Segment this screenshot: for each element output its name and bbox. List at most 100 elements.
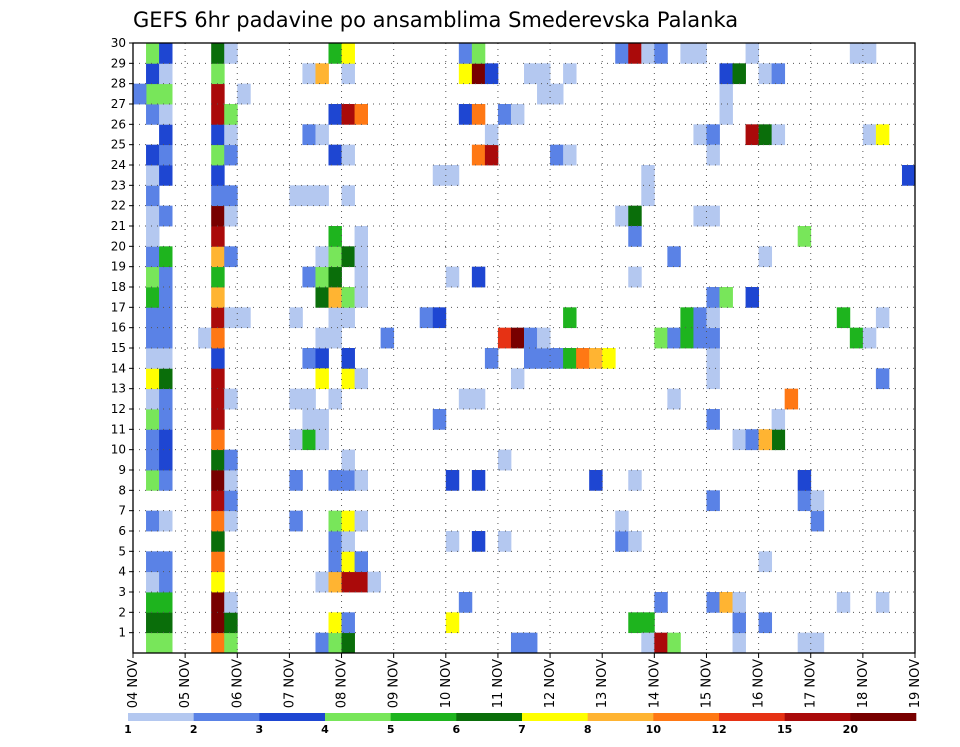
- precip-cell: [341, 63, 355, 85]
- precip-cell: [315, 429, 329, 451]
- precip-cell: [380, 327, 395, 349]
- precip-cell: [497, 449, 512, 471]
- precip-cell: [211, 571, 225, 593]
- precip-cell: [198, 327, 212, 349]
- precip-cell: [159, 612, 173, 634]
- precip-cell: [628, 531, 642, 552]
- precip-cell: [419, 307, 434, 329]
- precip-cell: [471, 531, 486, 552]
- precip-cell: [732, 592, 746, 613]
- precip-cell: [159, 449, 173, 471]
- precip-cell: [211, 246, 225, 268]
- precip-cell: [719, 83, 733, 105]
- precip-cell: [693, 327, 707, 349]
- precip-cell: [628, 226, 642, 247]
- precip-cell: [758, 612, 773, 634]
- precip-cell: [771, 409, 786, 430]
- precip-cell: [693, 124, 707, 146]
- x-tick-label: 19 NOV: [908, 659, 923, 708]
- precip-cell: [146, 205, 160, 227]
- precip-cell: [471, 470, 486, 491]
- precip-cell: [146, 165, 160, 186]
- precip-cell: [654, 43, 668, 64]
- precip-cell: [524, 63, 538, 85]
- precip-cell: [680, 43, 694, 64]
- precip-cell: [550, 144, 564, 166]
- precip-cell: [484, 144, 499, 166]
- precip-cell: [289, 470, 303, 491]
- precip-cell: [159, 104, 173, 125]
- precip-cell: [133, 83, 147, 105]
- precip-cell: [836, 592, 851, 613]
- precip-cell: [159, 63, 173, 85]
- precip-cell: [211, 165, 225, 186]
- precip-cell: [341, 531, 355, 552]
- legend-swatch: [850, 713, 917, 721]
- precip-cell: [211, 144, 225, 166]
- precip-cell: [706, 368, 720, 390]
- precip-cell: [615, 205, 629, 227]
- y-tick-label: 26: [111, 117, 126, 131]
- precip-cell: [615, 43, 629, 64]
- legend-label: 2: [190, 723, 198, 736]
- precip-cell: [328, 246, 342, 268]
- precip-cell: [302, 348, 316, 369]
- precip-cell: [211, 83, 225, 105]
- precip-cell: [211, 104, 225, 125]
- y-tick-label: 21: [111, 219, 126, 233]
- y-tick-label: 1: [118, 626, 126, 640]
- precip-cell: [719, 287, 733, 308]
- precip-cell: [745, 124, 759, 146]
- y-tick-label: 6: [118, 524, 126, 538]
- precip-cell: [302, 185, 316, 207]
- y-tick-label: 19: [111, 260, 126, 274]
- y-tick-label: 14: [111, 361, 126, 375]
- precip-cell: [146, 63, 160, 85]
- legend-swatch: [193, 713, 260, 721]
- precip-cell: [354, 551, 368, 573]
- precip-cell: [341, 348, 355, 369]
- precip-cell: [224, 246, 238, 268]
- precip-cell: [524, 348, 538, 369]
- precip-cell: [315, 571, 329, 593]
- precip-cell: [146, 470, 160, 491]
- x-tick-label: 09 NOV: [387, 659, 402, 708]
- precip-cell: [211, 368, 225, 390]
- precip-cell: [354, 470, 368, 491]
- x-tick-label: 15 NOV: [699, 659, 714, 708]
- precip-cell: [159, 510, 173, 532]
- precip-cell: [445, 266, 460, 288]
- precip-cell: [315, 348, 329, 369]
- precip-cell: [302, 388, 316, 410]
- y-tick-label: 29: [111, 56, 126, 70]
- precip-cell: [797, 490, 812, 512]
- y-tick-label: 22: [111, 199, 126, 213]
- precip-cell: [745, 429, 759, 451]
- precip-cell: [159, 571, 173, 593]
- precip-cell: [146, 144, 160, 166]
- precip-cell: [471, 388, 486, 410]
- precip-cell: [302, 429, 316, 451]
- precip-cell: [458, 63, 473, 85]
- y-tick-label: 20: [111, 239, 126, 253]
- precip-cell: [289, 510, 303, 532]
- precip-cell: [354, 104, 368, 125]
- precip-cell: [458, 43, 473, 64]
- precip-cell: [211, 43, 225, 64]
- x-tick-label: 04 NOV: [126, 659, 141, 708]
- precip-cell: [810, 632, 825, 654]
- precip-cell: [563, 307, 577, 329]
- precip-cell: [328, 632, 342, 654]
- y-tick-label: 27: [111, 97, 126, 111]
- precip-cell: [628, 266, 642, 288]
- precip-cell: [315, 409, 329, 430]
- precip-cell: [771, 124, 786, 146]
- legend-swatch: [390, 713, 457, 721]
- legend-label: 7: [518, 723, 526, 736]
- precip-cell: [315, 368, 329, 390]
- precip-cell: [732, 63, 746, 85]
- precip-cell: [315, 287, 329, 308]
- precip-cell: [159, 144, 173, 166]
- precip-cell: [211, 409, 225, 430]
